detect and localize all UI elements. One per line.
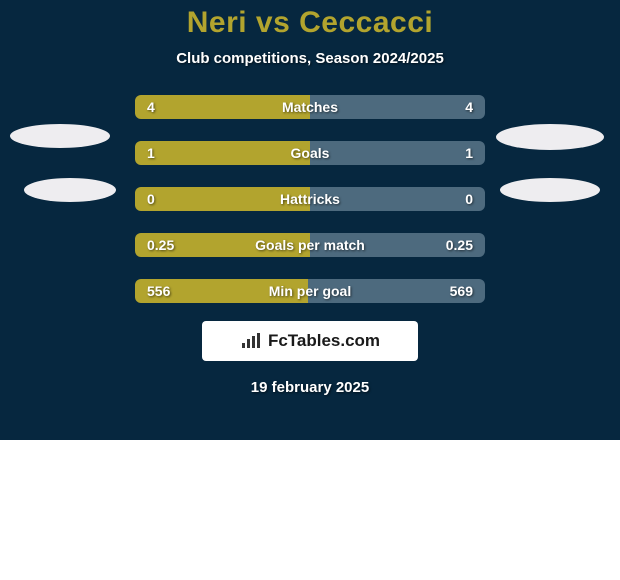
stat-row: 4 Matches 4 <box>135 95 485 119</box>
date-text: 19 february 2025 <box>0 379 620 396</box>
decorative-oval <box>496 124 604 150</box>
stat-right-value: 569 <box>450 283 473 299</box>
row-overlay: 0 Hattricks 0 <box>135 187 485 211</box>
stat-row: 0 Hattricks 0 <box>135 187 485 211</box>
bars-icon <box>240 332 262 350</box>
stat-right-value: 4 <box>465 99 473 115</box>
fctables-logo: FcTables.com <box>202 321 418 361</box>
row-overlay: 1 Goals 1 <box>135 141 485 165</box>
stat-left-value: 4 <box>147 99 155 115</box>
row-overlay: 556 Min per goal 569 <box>135 279 485 303</box>
row-overlay: 4 Matches 4 <box>135 95 485 119</box>
stat-label: Matches <box>282 99 338 115</box>
stat-right-value: 1 <box>465 145 473 161</box>
stat-row: 0.25 Goals per match 0.25 <box>135 233 485 257</box>
stat-row: 1 Goals 1 <box>135 141 485 165</box>
stat-label: Goals <box>291 145 330 161</box>
logo-text: FcTables.com <box>268 331 380 351</box>
stat-right-value: 0 <box>465 191 473 207</box>
stat-label: Goals per match <box>255 237 365 253</box>
decorative-oval <box>10 124 110 148</box>
stat-label: Min per goal <box>269 283 351 299</box>
comparison-card: Neri vs Ceccacci Club competitions, Seas… <box>0 0 620 440</box>
decorative-oval <box>500 178 600 202</box>
stat-right-value: 0.25 <box>446 237 473 253</box>
stat-left-value: 0.25 <box>147 237 174 253</box>
stat-left-value: 0 <box>147 191 155 207</box>
page-title: Neri vs Ceccacci <box>0 6 620 40</box>
subtitle: Club competitions, Season 2024/2025 <box>0 50 620 67</box>
stat-left-value: 1 <box>147 145 155 161</box>
stat-row: 556 Min per goal 569 <box>135 279 485 303</box>
stats-rows: 4 Matches 4 1 Goals 1 0 Hattricks 0 0.25 Goals per… <box>135 95 485 303</box>
stat-left-value: 556 <box>147 283 170 299</box>
decorative-oval <box>24 178 116 202</box>
stat-label: Hattricks <box>280 191 340 207</box>
row-overlay: 0.25 Goals per match 0.25 <box>135 233 485 257</box>
title-vs: vs <box>247 6 299 39</box>
title-player-right: Ceccacci <box>299 6 433 39</box>
title-player-left: Neri <box>187 6 247 39</box>
